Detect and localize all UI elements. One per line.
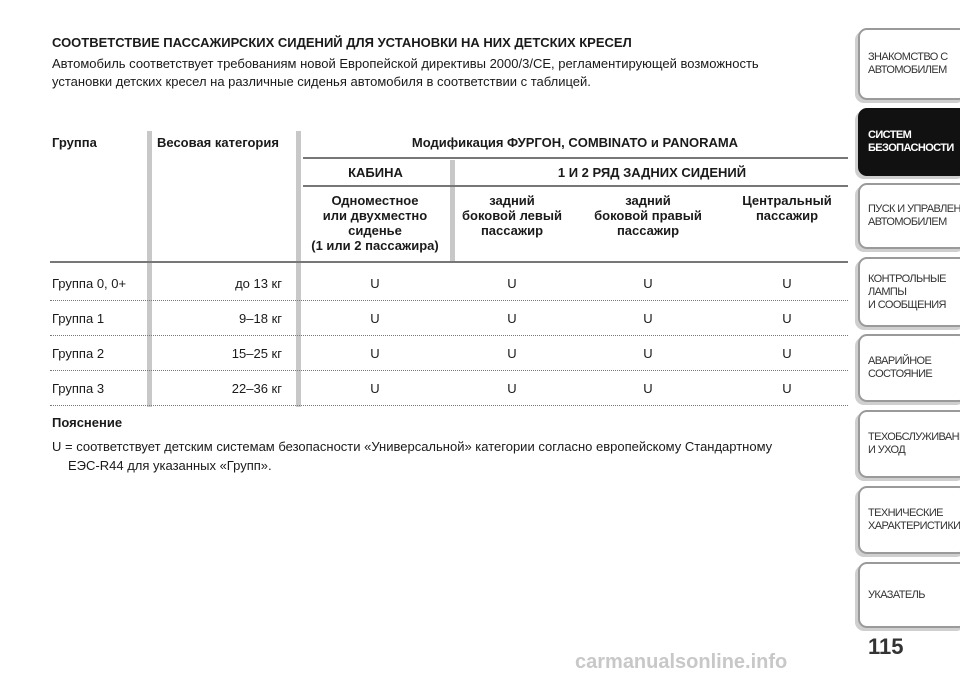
cell-u: U xyxy=(643,381,653,396)
subheader: боковой левый xyxy=(461,208,562,223)
cell-u: U xyxy=(782,381,792,396)
sidebar-tab xyxy=(858,334,960,402)
cell-u: U xyxy=(782,311,792,326)
cell-u: U xyxy=(370,346,380,361)
sidebar-tab xyxy=(858,562,960,628)
subheader: задний xyxy=(489,193,535,208)
cell-u: U xyxy=(643,311,653,326)
sidebar-tab-label: И УХОД xyxy=(868,444,906,456)
cell-u: U xyxy=(370,311,380,326)
sidebar-tab-label: ПУСК И УПРАВЛЕНИЕ xyxy=(868,203,960,215)
sidebar-tab-label: АВТОМОБИЛЕМ xyxy=(868,216,947,228)
cell-u: U xyxy=(507,311,517,326)
notes-title: Пояснение xyxy=(52,415,123,430)
col-header: Весовая категория xyxy=(157,135,279,150)
sidebar-tab-label: И СООБЩЕНИЯ xyxy=(868,298,946,311)
cell-u: U xyxy=(782,346,792,361)
sidebar-tab-label: УКАЗАТЕЛЬ xyxy=(868,588,925,601)
cell-u: U xyxy=(507,381,517,396)
cell-u: U xyxy=(782,276,792,291)
cell-u: U xyxy=(643,346,653,361)
title: СООТВЕТСТВИЕ ПАССАЖИРСКИХ СИДЕНИЙ ДЛЯ УС… xyxy=(52,35,632,50)
subheader: Одноместное xyxy=(331,193,419,208)
sidebar-tab xyxy=(858,410,960,478)
col-header: 1 И 2 РЯД ЗАДНИХ СИДЕНИЙ xyxy=(557,165,747,180)
row-group: Группа 0, 0+ xyxy=(52,276,127,291)
cell-u: U xyxy=(370,381,380,396)
intro-line: установки детских кресел на различные си… xyxy=(52,74,591,89)
rule xyxy=(50,300,848,301)
sidebar-tab-label: ЛАМПЫ xyxy=(868,285,907,298)
row-group: Группа 1 xyxy=(52,311,105,326)
sidebar-tab xyxy=(858,257,960,327)
sidebar-tab-label: КОНТРОЛЬНЫЕ xyxy=(868,272,946,285)
cell-u: U xyxy=(507,346,517,361)
rule xyxy=(303,157,848,159)
subheader: (1 или 2 пассажира) xyxy=(311,238,439,253)
row-group: Группа 3 xyxy=(52,381,105,396)
col-header: КАБИНА xyxy=(348,165,403,180)
sidebar-tab xyxy=(858,108,960,176)
sidebar-tab-label: ЗНАКОМСТВО С xyxy=(868,51,948,63)
subheader: сиденье xyxy=(348,223,402,238)
cell-u: U xyxy=(643,276,653,291)
sidebar-tab-label: АВТОМОБИЛЕМ xyxy=(868,64,947,76)
sidebar-tab-label: СИСТЕМ xyxy=(868,129,912,141)
sidebar-tab-label: ТЕХНИЧЕСКИЕ xyxy=(868,507,944,519)
subheader: или двухместно xyxy=(322,208,428,223)
row-weight: 9–18 кг xyxy=(239,311,282,326)
sidebar-tab-label: СОСТОЯНИЕ xyxy=(868,368,933,380)
sidebar-tab-label: ТЕХОБСЛУЖИВАНИЕ xyxy=(868,431,960,443)
subheader: пассажир xyxy=(480,223,544,238)
row-weight: до 13 кг xyxy=(235,276,282,291)
subheader: пассажир xyxy=(755,208,819,223)
rule xyxy=(50,335,848,336)
subheader: боковой правый xyxy=(594,208,702,223)
subheader: задний xyxy=(625,193,671,208)
sidebar-tab xyxy=(858,28,960,100)
column-divider xyxy=(147,131,152,407)
rule xyxy=(50,261,848,263)
sidebar-tab-label: АВАРИЙНОЕ xyxy=(868,355,932,367)
rule xyxy=(50,405,848,406)
subheader: пассажир xyxy=(616,223,680,238)
watermark: carmanualsonline.info xyxy=(575,651,788,673)
notes-line: ЕЭС-R44 для указанных «Групп». xyxy=(68,458,272,473)
cell-u: U xyxy=(507,276,517,291)
row-group: Группа 2 xyxy=(52,346,105,361)
intro-line: Автомобиль соответствует требованиям нов… xyxy=(52,56,759,71)
sidebar-tab-label: ХАРАКТЕРИСТИКИ xyxy=(868,520,960,532)
subheader: Центральный xyxy=(742,193,832,208)
sidebar-tab xyxy=(858,486,960,554)
page-number: 115 xyxy=(868,634,904,659)
col-header: Модификация ФУРГОН, COMBINATO и PANORAMA xyxy=(411,135,739,150)
cell-u: U xyxy=(370,276,380,291)
row-weight: 22–36 кг xyxy=(231,381,282,396)
row-weight: 15–25 кг xyxy=(231,346,282,361)
rule xyxy=(50,370,848,371)
sidebar-tab xyxy=(858,183,960,249)
sidebar-tab-label: БЕЗОПАСНОСТИ xyxy=(868,142,954,154)
column-divider xyxy=(450,160,455,262)
notes-line: U = соответствует детским системам безоп… xyxy=(52,439,773,454)
column-divider xyxy=(296,131,301,407)
rule xyxy=(303,185,848,187)
col-header: Группа xyxy=(52,135,97,150)
